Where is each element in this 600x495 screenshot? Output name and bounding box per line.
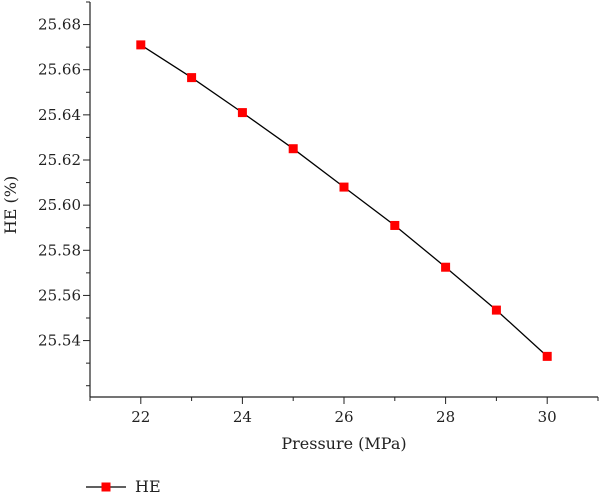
y-tick-label: 25.66 xyxy=(38,61,81,79)
y-tick-label: 25.58 xyxy=(38,241,81,259)
data-point xyxy=(390,220,400,230)
x-tick-label: 28 xyxy=(436,408,455,426)
data-point xyxy=(288,144,298,154)
data-point xyxy=(136,40,146,50)
data-point xyxy=(441,262,451,272)
y-tick-label: 25.62 xyxy=(38,151,81,169)
y-axis-title: HE (%) xyxy=(1,176,20,234)
x-tick-label: 26 xyxy=(334,408,353,426)
x-tick-label: 30 xyxy=(538,408,557,426)
data-point xyxy=(491,305,501,315)
ticks: 22 24 26 28 30 25.54 25.56 25.58 25.60 25.62 25.64… xyxy=(38,1,599,426)
series-line xyxy=(140,44,548,357)
y-tick-label: 25.54 xyxy=(38,332,81,350)
x-axis-title: Pressure (MPa) xyxy=(281,434,406,453)
legend: HE xyxy=(86,477,161,495)
data-point xyxy=(542,351,552,361)
y-tick-label: 25.60 xyxy=(38,196,81,214)
legend-label: HE xyxy=(135,477,161,495)
x-tick-label: 24 xyxy=(233,408,252,426)
legend-marker xyxy=(101,482,111,492)
y-tick-label: 25.56 xyxy=(38,286,81,304)
data-point xyxy=(339,182,349,192)
data-point xyxy=(237,108,247,118)
y-tick-label: 25.68 xyxy=(38,16,81,34)
y-tick-label: 25.64 xyxy=(38,106,81,124)
plot-area xyxy=(136,40,552,361)
data-point xyxy=(187,73,197,83)
x-tick-label: 22 xyxy=(131,408,150,426)
